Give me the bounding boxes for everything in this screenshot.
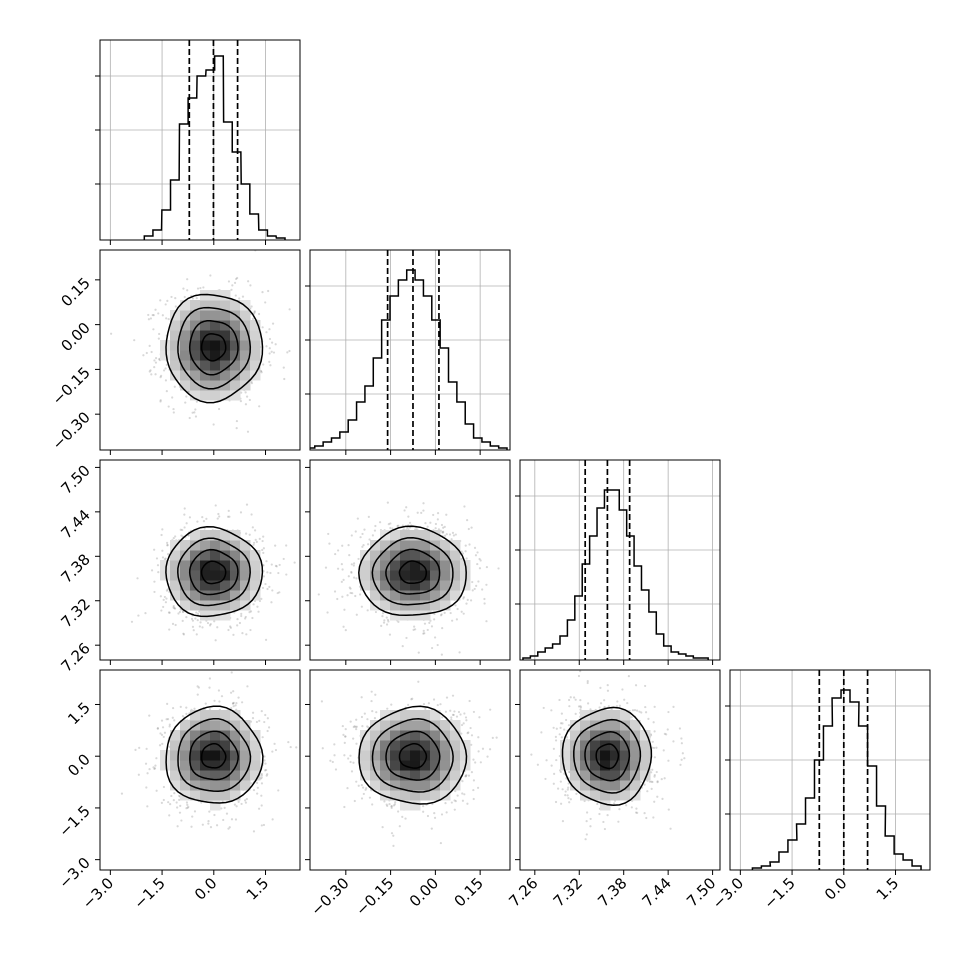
x-tick-label: 7.44 (639, 874, 675, 910)
x-tick-label: 0.15 (451, 874, 487, 910)
axes-frame (309, 249, 511, 451)
histogram-panel-0 (95, 39, 301, 245)
contour-3 (561, 706, 653, 807)
axes-frame (519, 459, 721, 661)
axes-frame (99, 669, 301, 871)
x-tick-label: −3.0 (709, 874, 747, 912)
histogram-panel-2 (515, 459, 721, 665)
contour-2 (177, 717, 252, 793)
histogram-panel-1 (305, 249, 511, 455)
density-panel-2-0: 7.26 7.32 7.38 7.44 7.50 (57, 459, 301, 676)
contour-2 (177, 306, 252, 390)
x-tick-label: 7.38 (594, 874, 630, 910)
x-tick-label: 0.0 (191, 874, 221, 904)
x-tick-label: −0.30 (307, 874, 352, 919)
histogram-step-1 (310, 269, 508, 450)
y-tick-label: −1.5 (55, 802, 93, 840)
axes-frame (99, 459, 301, 661)
axes-frame (99, 249, 301, 451)
contour-0 (200, 742, 227, 769)
contour-1 (189, 730, 239, 781)
contour-0 (200, 333, 227, 362)
y-tick-label: 0.00 (57, 319, 93, 355)
x-tick-label: 7.26 (505, 874, 541, 910)
density-panel-2-1 (305, 459, 511, 665)
x-tick-label: 7.32 (550, 874, 586, 910)
y-tick-label: 0.0 (64, 750, 94, 780)
contour-3 (165, 293, 264, 404)
density-cells (160, 710, 261, 811)
x-tick-label: 1.5 (873, 874, 903, 904)
contour-2 (177, 537, 251, 607)
contour-1 (188, 548, 239, 596)
contour-2 (573, 718, 642, 794)
density-panel-3-2: 7.26 7.32 7.38 7.44 7.50 (505, 669, 721, 910)
density-panel-3-1: −0.30 −0.15 0.00 0.15 (305, 669, 511, 919)
y-tick-label: 7.32 (57, 595, 93, 631)
x-tick-label: 0.00 (406, 874, 442, 910)
contour-1 (584, 731, 631, 782)
contour-1 (385, 548, 441, 595)
histogram-panel-3: −3.0 −1.5 0.0 1.5 (709, 669, 931, 913)
y-tick-label: −0.15 (49, 364, 94, 409)
y-tick-label: 7.44 (57, 506, 93, 542)
contour-1 (188, 320, 239, 376)
contour-0 (398, 560, 428, 585)
axes-frame (309, 459, 511, 661)
x-tick-label: 1.5 (243, 874, 273, 904)
contour-3 (358, 705, 468, 805)
y-tick-label: −3.0 (55, 854, 93, 892)
x-tick-label: 0.0 (821, 874, 851, 904)
contour-3 (358, 525, 467, 617)
x-tick-label: −1.5 (760, 874, 798, 912)
y-tick-label: 0.15 (57, 274, 93, 310)
contour-0 (398, 742, 428, 769)
density-cells (160, 530, 261, 621)
density-panel-1-0: −0.30−0.15 0.00 0.15 (49, 249, 301, 455)
y-tick-label: 7.26 (57, 639, 93, 675)
axes-frame (729, 669, 931, 871)
contour-0 (595, 743, 620, 770)
histogram-step-2 (522, 489, 709, 660)
x-tick-label: −1.5 (130, 874, 168, 912)
axes-frame (519, 669, 721, 871)
x-tick-label: −0.15 (352, 874, 397, 919)
density-cells (360, 530, 471, 621)
contour-1 (385, 730, 441, 781)
contour-3 (165, 705, 264, 804)
axes-frame (99, 39, 301, 241)
axes-frame (309, 669, 511, 871)
histogram-step-3 (751, 689, 922, 870)
y-tick-label: 7.50 (57, 462, 93, 498)
contour-0 (200, 560, 227, 585)
density-cells (360, 710, 471, 811)
histogram-step-0 (143, 55, 286, 240)
x-tick-label: −3.0 (79, 874, 117, 912)
contour-2 (371, 718, 454, 793)
y-tick-label: 1.5 (64, 699, 94, 729)
density-panel-3-0: −3.0 −1.5 0.0 1.5 −3.0 −1.5 0.0 1.5 (55, 669, 301, 913)
contour-2 (371, 537, 454, 606)
y-tick-label: 7.38 (57, 550, 93, 586)
y-tick-label: −0.30 (49, 408, 94, 453)
contour-3 (165, 525, 264, 618)
